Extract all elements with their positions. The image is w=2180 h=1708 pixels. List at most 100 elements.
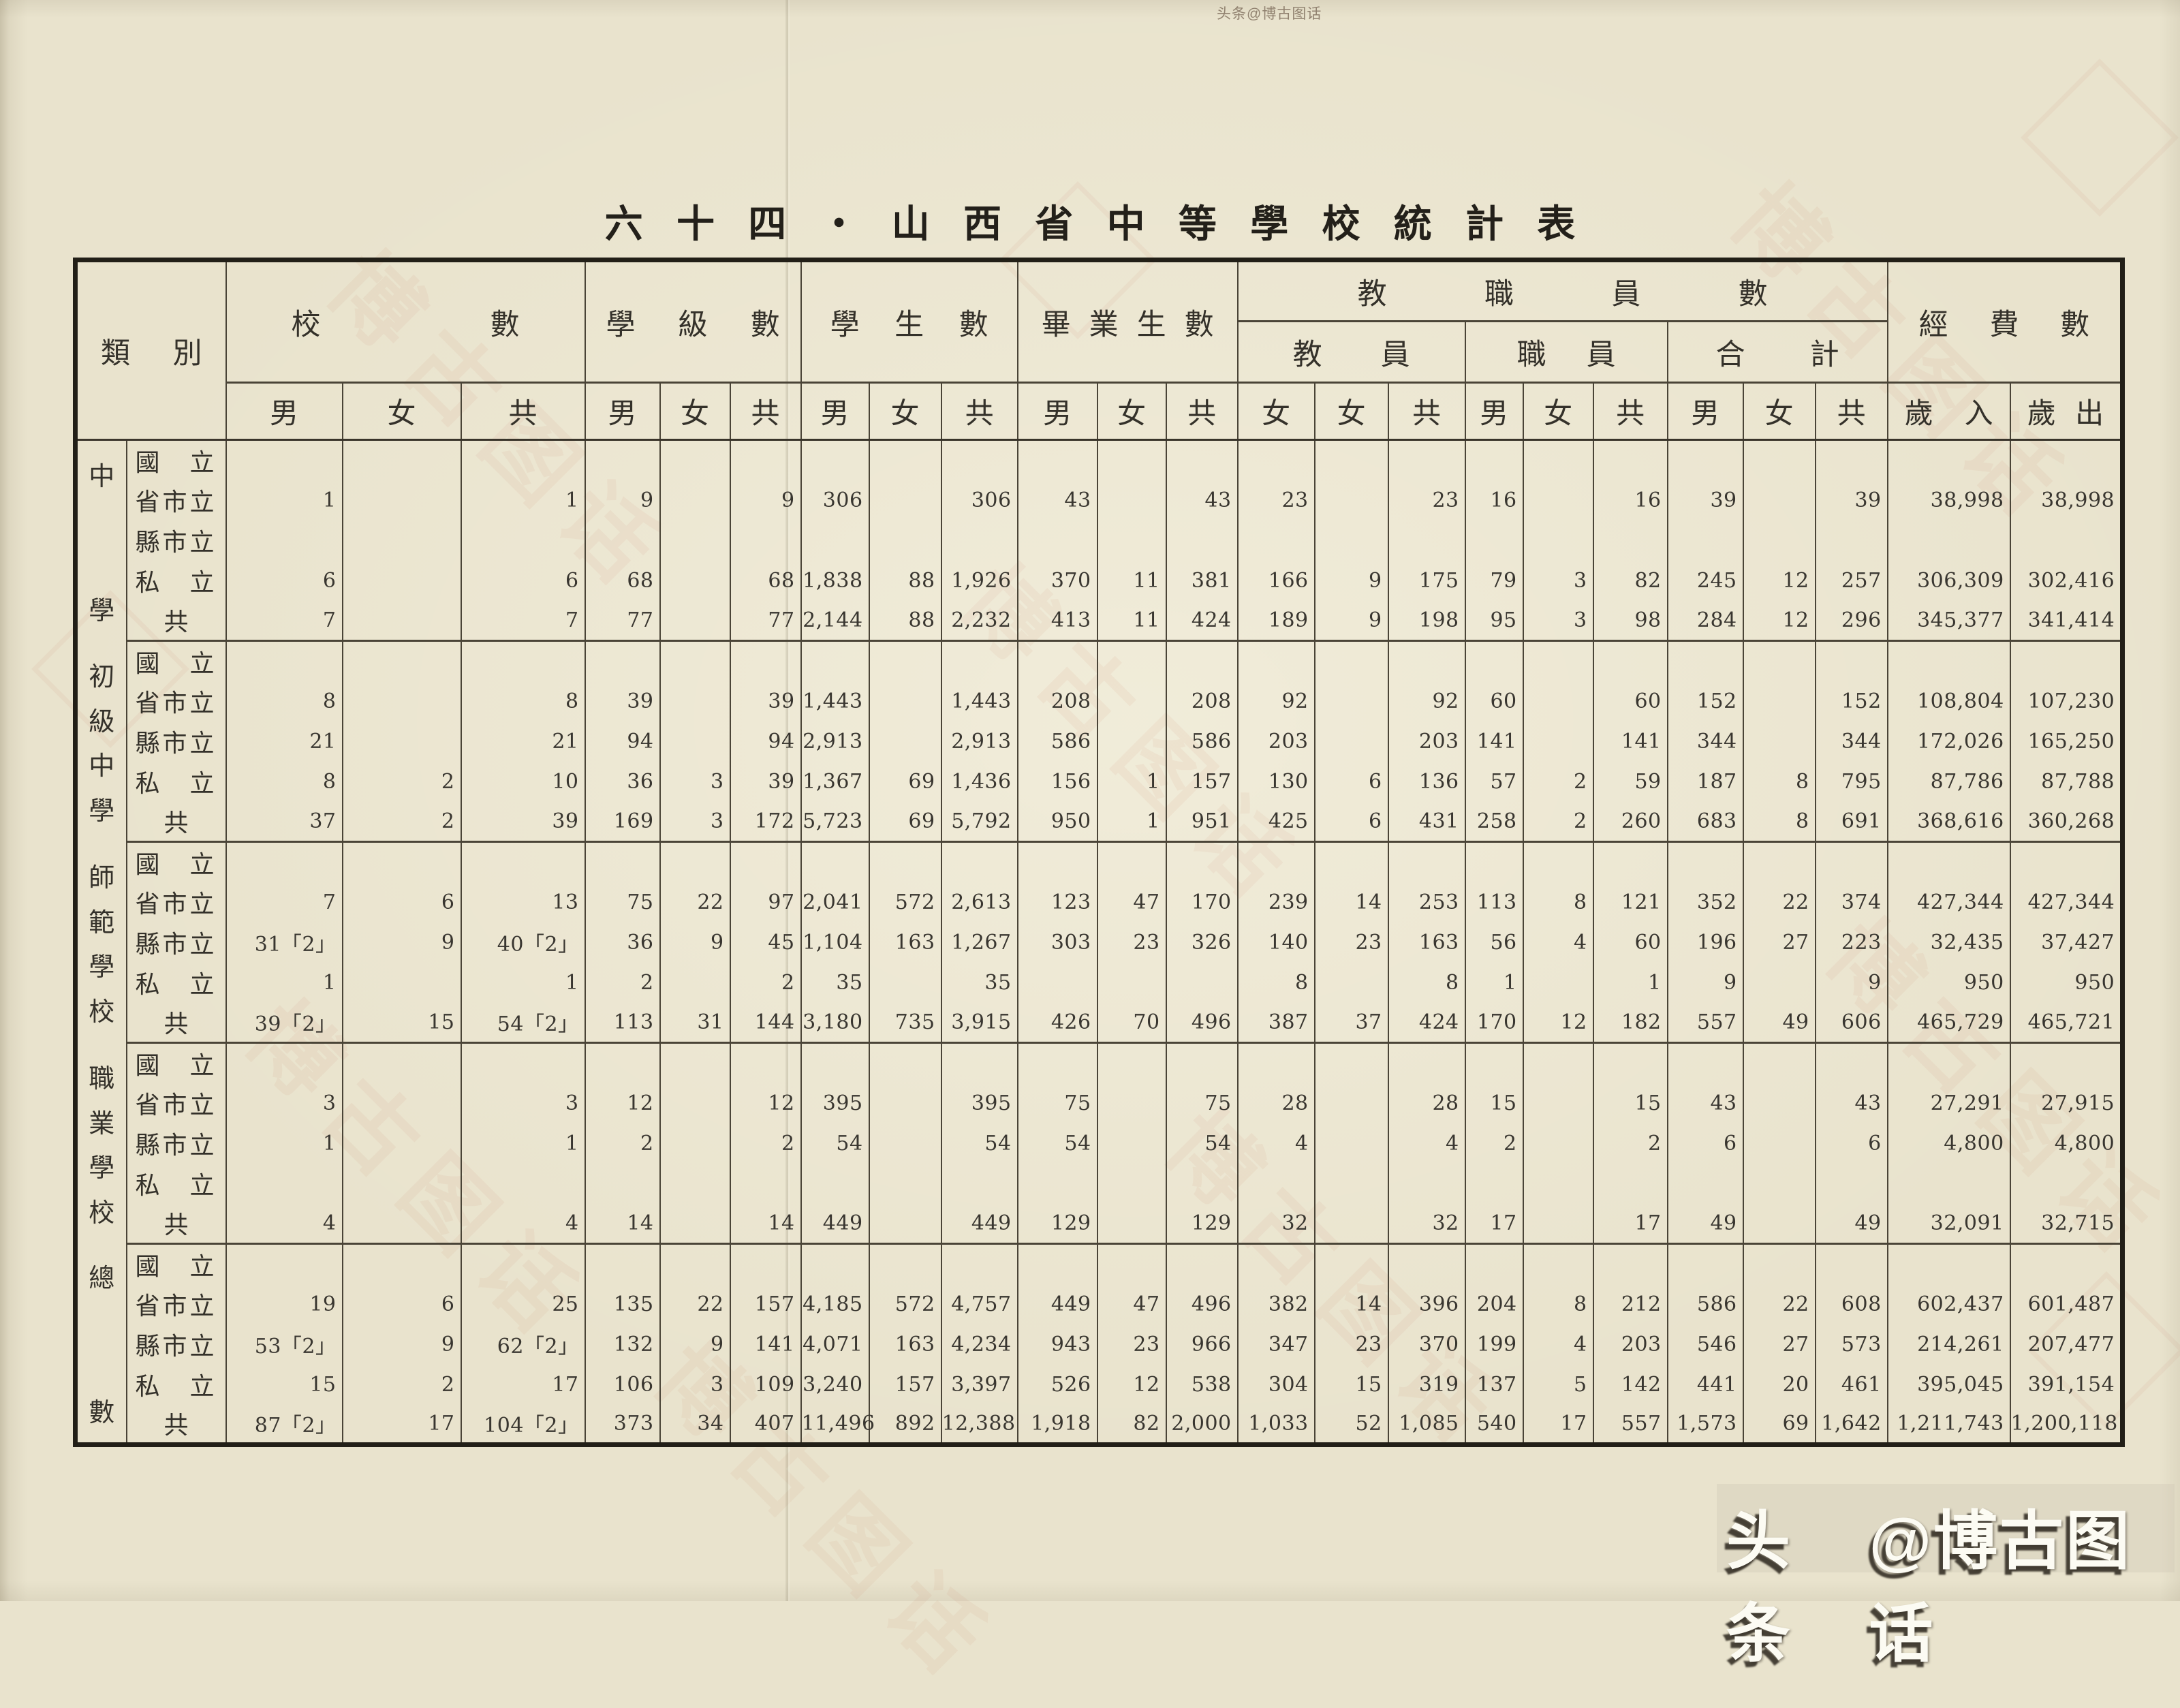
value-cell: 427,344 <box>2010 882 2123 922</box>
statistics-table-container: 類別 校數 學級數 學生數 畢業生數 教職員數 經費數 教員 職員 合計 男 女… <box>73 258 2125 1447</box>
value-cell <box>660 721 730 762</box>
value-cell: 1,838 <box>801 561 869 601</box>
value-cell: 2,041 <box>801 882 869 922</box>
row-type-label: 私立 <box>127 561 226 601</box>
value-cell: 2,232 <box>941 601 1018 641</box>
value-cell: 60 <box>1465 681 1523 721</box>
value-cell: 203 <box>1238 721 1315 762</box>
value-cell: 39 <box>730 762 801 802</box>
value-cell: 1 <box>1593 963 1668 1003</box>
value-cell <box>343 601 461 641</box>
value-cell: 10 <box>461 762 585 802</box>
value-cell: 140 <box>1238 922 1315 963</box>
value-cell <box>226 1164 343 1204</box>
value-cell: 17 <box>1523 1405 1593 1445</box>
value-cell: 16 <box>1465 480 1523 521</box>
value-cell <box>1888 521 2010 561</box>
value-cell <box>226 641 343 681</box>
value-cell <box>1018 1164 1097 1204</box>
row-type-label: 國立 <box>127 1043 226 1083</box>
value-cell <box>1315 721 1388 762</box>
value-cell <box>1465 521 1523 561</box>
value-cell: 449 <box>801 1204 869 1244</box>
value-cell <box>1388 1043 1465 1083</box>
value-cell <box>1816 1043 1888 1083</box>
value-cell: 32,091 <box>1888 1204 2010 1244</box>
value-cell: 45 <box>730 922 801 963</box>
value-cell: 113 <box>585 1003 660 1043</box>
value-cell <box>343 963 461 1003</box>
value-cell <box>1166 1244 1238 1284</box>
value-cell: 69 <box>869 762 941 802</box>
value-cell: 1,443 <box>801 681 869 721</box>
value-cell <box>1743 1164 1816 1204</box>
value-cell <box>2010 1164 2123 1204</box>
value-cell: 40「2」 <box>461 922 585 963</box>
value-cell: 21 <box>461 721 585 762</box>
value-cell: 1 <box>226 1123 343 1164</box>
value-cell <box>343 641 461 681</box>
value-cell: 11,496 <box>801 1405 869 1445</box>
value-cell: 540 <box>1465 1405 1523 1445</box>
value-cell <box>1523 521 1593 561</box>
value-cell <box>660 1083 730 1123</box>
value-cell: 3 <box>660 1365 730 1405</box>
value-cell <box>660 1164 730 1204</box>
value-cell <box>1743 1244 1816 1284</box>
value-cell <box>1097 480 1166 521</box>
value-cell: 319 <box>1388 1365 1465 1405</box>
value-cell: 326 <box>1166 922 1238 963</box>
value-cell: 2 <box>1523 802 1593 842</box>
value-cell <box>660 681 730 721</box>
value-cell: 54 <box>801 1123 869 1164</box>
subcol-male: 男 <box>585 383 660 440</box>
value-cell: 546 <box>1668 1324 1743 1365</box>
value-cell: 381 <box>1166 561 1238 601</box>
value-cell: 526 <box>1018 1365 1097 1405</box>
value-cell <box>941 1043 1018 1083</box>
value-cell: 3 <box>1523 561 1593 601</box>
value-cell <box>1743 963 1816 1003</box>
value-cell: 203 <box>1593 1324 1668 1365</box>
value-cell: 12 <box>1743 601 1816 641</box>
value-cell: 142 <box>1593 1365 1668 1405</box>
value-cell: 382 <box>1238 1284 1315 1324</box>
value-cell: 9 <box>660 922 730 963</box>
value-cell <box>1315 1043 1388 1083</box>
row-type-label: 省市立 <box>127 480 226 521</box>
value-cell: 1,436 <box>941 762 1018 802</box>
value-cell: 14 <box>730 1204 801 1244</box>
value-cell: 374 <box>1816 882 1888 922</box>
value-cell: 1,267 <box>941 922 1018 963</box>
value-cell: 9 <box>585 480 660 521</box>
value-cell <box>585 641 660 681</box>
value-cell: 3 <box>660 762 730 802</box>
value-cell: 8 <box>1743 802 1816 842</box>
value-cell <box>1523 1244 1593 1284</box>
value-cell: 441 <box>1668 1365 1743 1405</box>
value-cell <box>1018 1244 1097 1284</box>
value-cell: 214,261 <box>1888 1324 2010 1365</box>
value-cell: 15 <box>1315 1365 1388 1405</box>
value-cell <box>1816 440 1888 480</box>
value-cell <box>1238 1164 1315 1204</box>
value-cell <box>660 1244 730 1284</box>
value-cell: 4 <box>1388 1123 1465 1164</box>
value-cell: 3 <box>660 802 730 842</box>
value-cell: 8 <box>1523 882 1593 922</box>
value-cell: 9 <box>1315 601 1388 641</box>
value-cell <box>1315 1244 1388 1284</box>
value-cell: 82 <box>1097 1405 1166 1445</box>
value-cell <box>801 1244 869 1284</box>
row-type-label: 國立 <box>127 1244 226 1284</box>
value-cell: 691 <box>1816 802 1888 842</box>
table-row: 職業學校國立 <box>76 1043 2123 1083</box>
value-cell: 1,443 <box>941 681 1018 721</box>
value-cell <box>226 440 343 480</box>
value-cell <box>1097 440 1166 480</box>
section-group-label: 師範學校 <box>76 842 127 1043</box>
value-cell <box>343 1083 461 1123</box>
value-cell: 424 <box>1388 1003 1465 1043</box>
value-cell: 25 <box>461 1284 585 1324</box>
